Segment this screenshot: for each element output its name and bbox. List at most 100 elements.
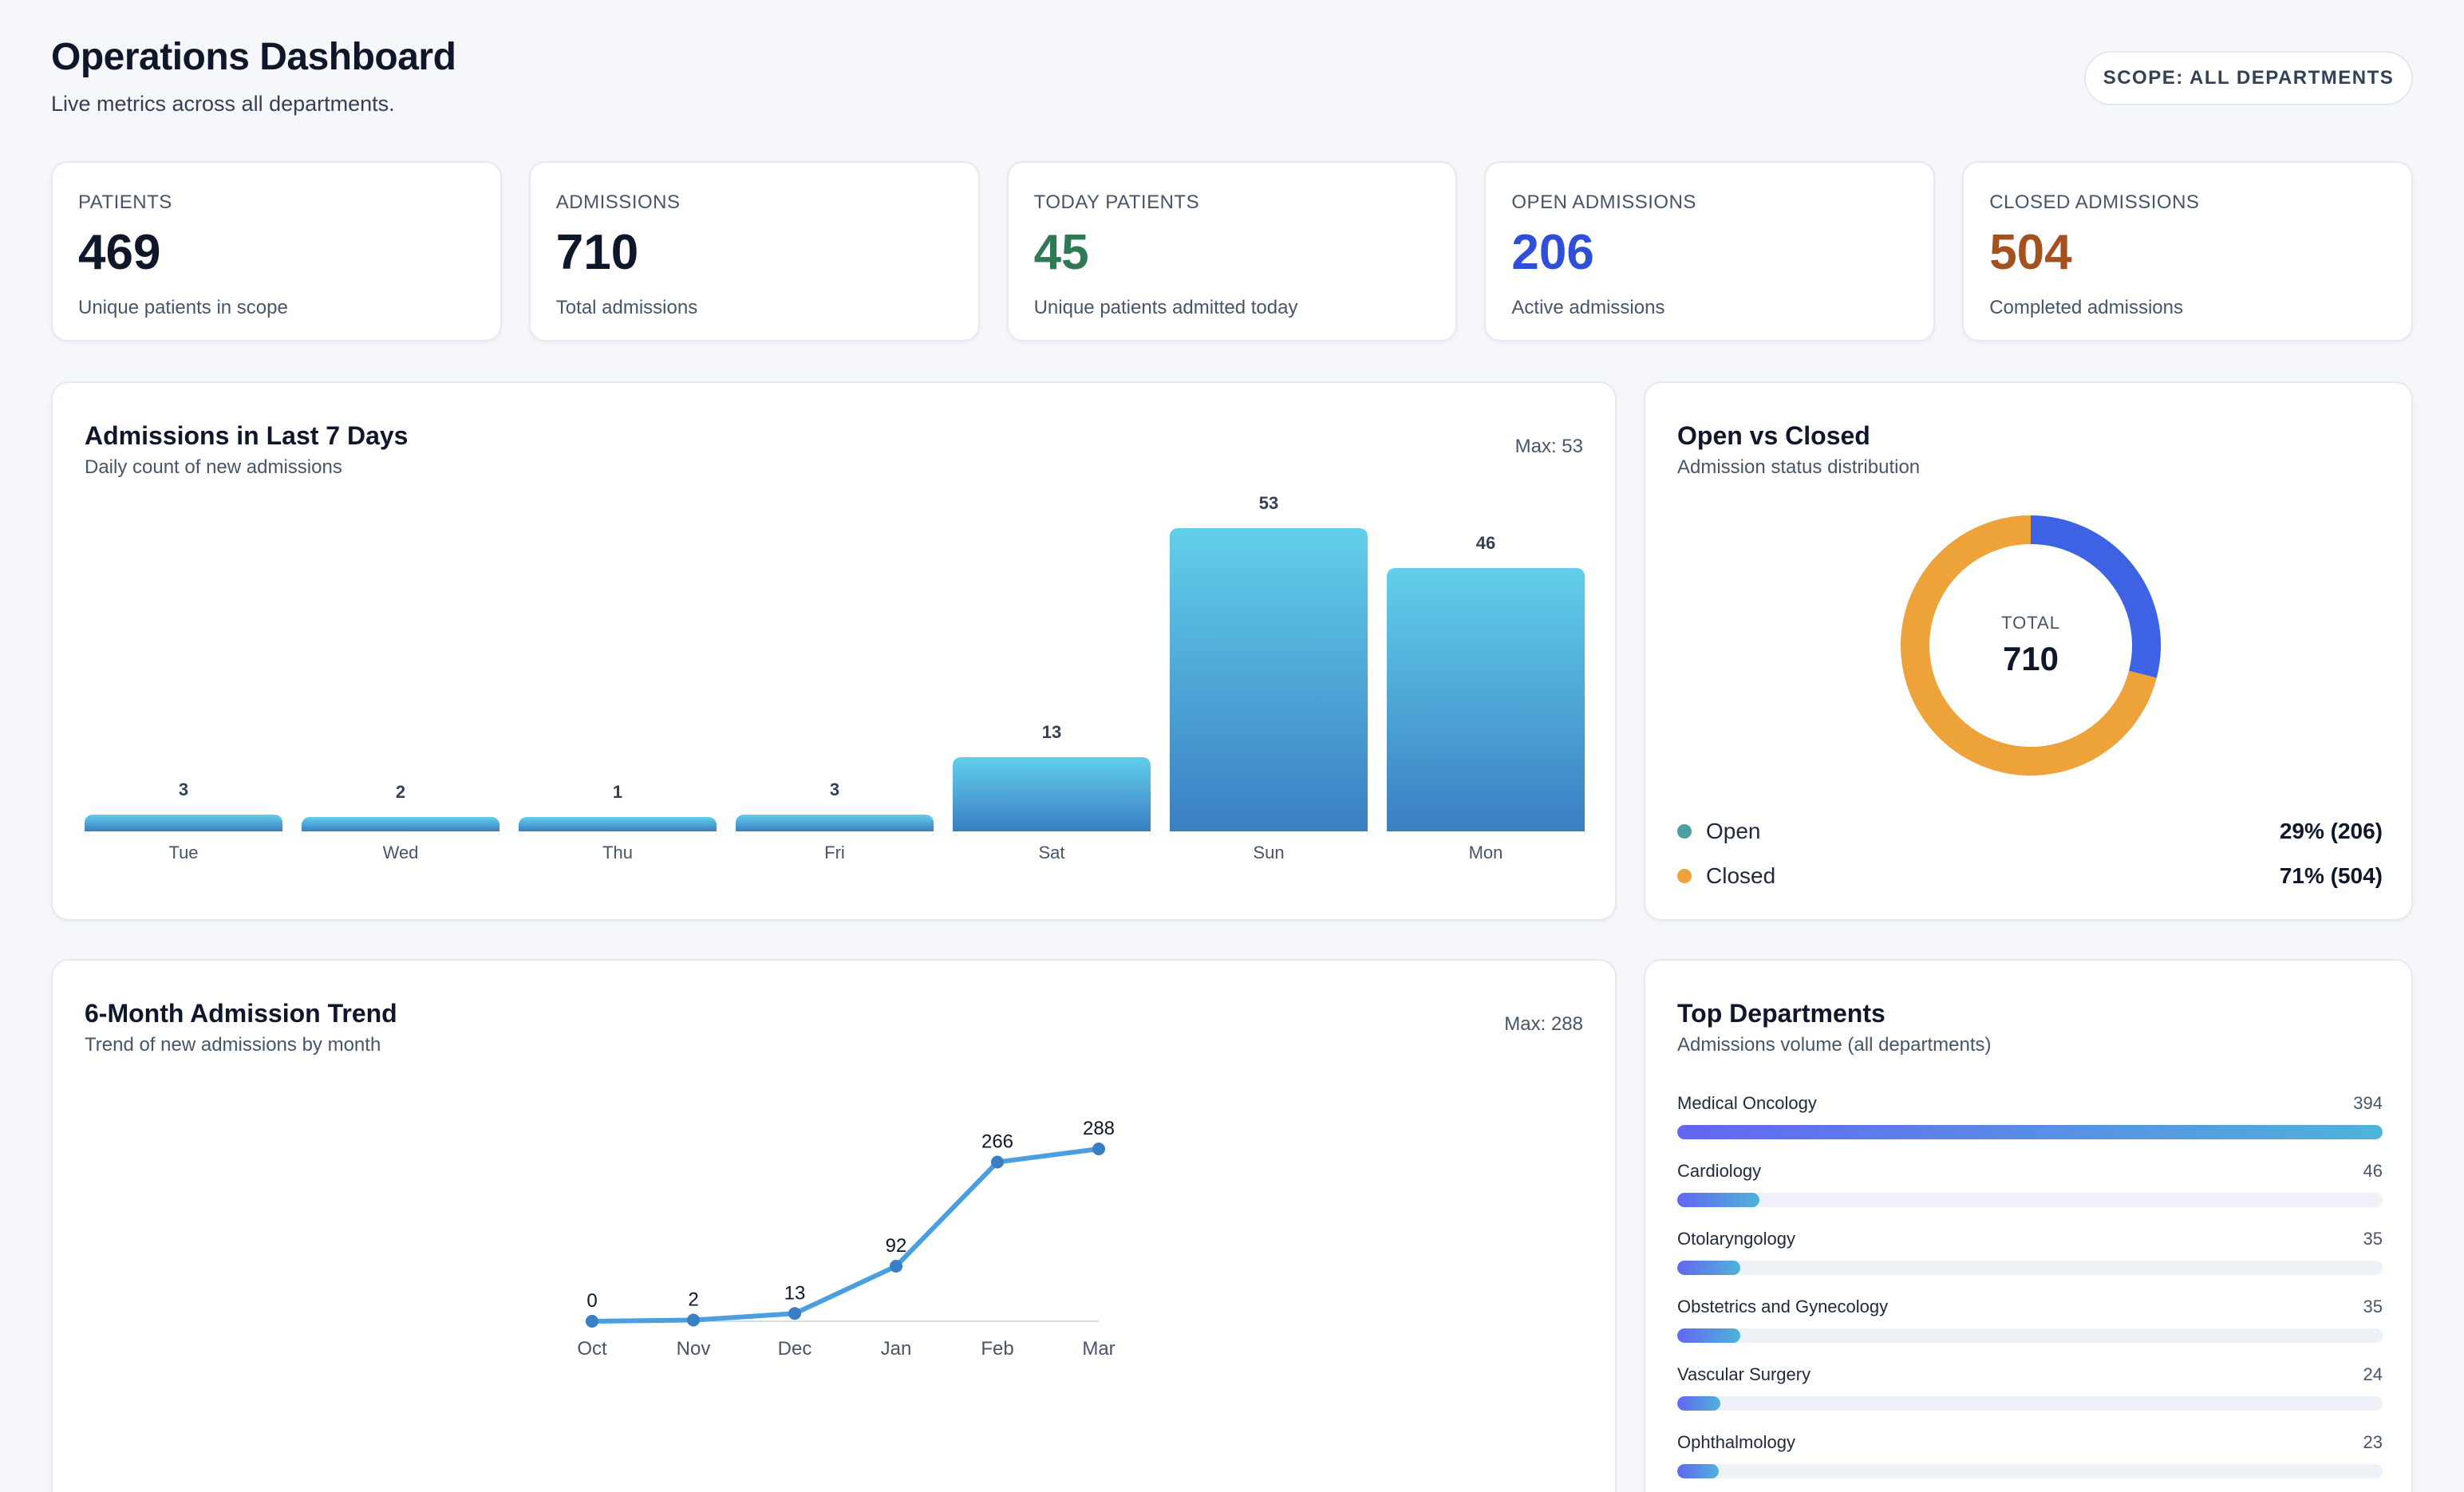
department-bar-fill xyxy=(1677,1261,1740,1275)
legend-open: Open 29% (206) xyxy=(1677,815,2383,847)
panel-subtitle: Admissions volume (all departments) xyxy=(1677,1034,1992,1056)
trend-point xyxy=(687,1313,700,1327)
bar-fri xyxy=(736,814,934,831)
bar-value-label: 1 xyxy=(612,782,623,802)
page-subtitle: Live metrics across all departments. xyxy=(51,92,395,116)
department-bar-fill xyxy=(1677,1328,1740,1343)
legend-value: 29% (206) xyxy=(2279,819,2383,843)
trend-point xyxy=(890,1260,902,1273)
stat-description: Total admissions xyxy=(555,297,698,318)
trend-line xyxy=(590,1147,1101,1324)
scope-button[interactable]: SCOPE: ALL DEPARTMENTS xyxy=(2084,51,2413,105)
stat-value: 206 xyxy=(1511,225,1594,280)
trend-month-label: Mar xyxy=(1082,1338,1115,1360)
legend-dot xyxy=(1677,824,1692,839)
stat-label: ADMISSIONS xyxy=(555,191,681,213)
stat-value: 710 xyxy=(555,225,639,280)
admissions-7d-panel: Admissions in Last 7 Days Daily count of… xyxy=(51,381,1617,921)
stat-label: PATIENTS xyxy=(78,191,172,213)
department-bar-track xyxy=(1677,1125,2383,1139)
page-title: Operations Dashboard xyxy=(51,36,456,78)
trend-month-label: Nov xyxy=(677,1338,711,1360)
panel-title: Top Departments xyxy=(1677,999,1886,1028)
trend-month-label: Feb xyxy=(981,1338,1013,1360)
department-header: Obstetrics and Gynecology 35 xyxy=(1677,1297,2383,1317)
bar-category-label: Wed xyxy=(382,843,419,862)
panel-title: 6-Month Admission Trend xyxy=(85,999,397,1028)
page-header: Operations Dashboard Live metrics across… xyxy=(51,35,456,116)
department-bar-track xyxy=(1677,1261,2383,1275)
legend-closed: Closed 71% (504) xyxy=(1677,860,2383,892)
bar-sun xyxy=(1170,528,1368,831)
stat-description: Active admissions xyxy=(1511,297,1665,318)
trend-month-label: Jan xyxy=(881,1338,912,1360)
stat-description: Unique patients in scope xyxy=(78,297,288,318)
department-header: Medical Oncology 394 xyxy=(1677,1093,2383,1114)
max-label: Max: 288 xyxy=(1504,1013,1583,1035)
bar-category-label: Sun xyxy=(1253,843,1285,862)
department-bar-track xyxy=(1677,1328,2383,1343)
bar-category-label: Thu xyxy=(602,843,633,862)
donut-center: TOTAL 710 xyxy=(1901,515,2161,776)
bar-tue xyxy=(85,814,282,831)
department-name: Obstetrics and Gynecology xyxy=(1677,1297,1889,1316)
bar-chart: 3 Tue 2 Wed 1 Thu 3 Fri 13 Sat 53 Sun 46 Mon xyxy=(85,493,1585,886)
max-label: Max: 53 xyxy=(1514,436,1583,457)
trend-month-label: Dec xyxy=(778,1338,812,1360)
stat-card-admissions: ADMISSIONS 710 Total admissions xyxy=(528,161,980,341)
trend-value-label: 92 xyxy=(886,1235,907,1257)
department-row: Cardiology 46 xyxy=(1677,1161,2383,1229)
department-bar-fill xyxy=(1677,1464,1719,1478)
department-row: Medical Oncology 394 xyxy=(1677,1093,2383,1161)
panel-title: Open vs Closed xyxy=(1677,421,1870,450)
stat-label: CLOSED ADMISSIONS xyxy=(1989,191,2200,213)
department-value: 46 xyxy=(2363,1161,2383,1181)
donut-chart: TOTAL 710 xyxy=(1901,515,2161,776)
panel-subtitle: Trend of new admissions by month xyxy=(85,1034,381,1056)
donut-total-label: TOTAL xyxy=(2001,613,2060,633)
bar-value-label: 46 xyxy=(1475,533,1496,554)
bar-category-label: Tue xyxy=(168,843,199,862)
line-chart: 0 Oct 2 Nov 13 Dec 92 Jan 266 Feb 288 Mar xyxy=(577,1118,1115,1360)
department-value: 35 xyxy=(2363,1297,2383,1316)
department-name: Cardiology xyxy=(1677,1161,1762,1181)
bar-value-label: 13 xyxy=(1041,721,1062,742)
bar-value-label: 2 xyxy=(395,782,406,802)
panel-subtitle: Daily count of new admissions xyxy=(85,456,342,478)
bar-value-label: 3 xyxy=(178,779,189,799)
department-row: Vascular Surgery 24 xyxy=(1677,1364,2383,1432)
department-list: Medical Oncology 394 Cardiology 46 Otolaryng… xyxy=(1677,1093,2383,1492)
department-bar-track xyxy=(1677,1396,2383,1411)
bar-category-label: Fri xyxy=(824,843,845,862)
department-value: 394 xyxy=(2353,1093,2383,1113)
trend-point xyxy=(788,1307,801,1320)
donut-slice-open xyxy=(2030,515,2161,678)
bar-mon xyxy=(1387,568,1585,831)
department-value: 23 xyxy=(2363,1432,2383,1452)
legend-value: 71% (504) xyxy=(2279,863,2383,888)
department-bar-fill xyxy=(1677,1396,1720,1411)
trend-value-label: 2 xyxy=(688,1289,698,1311)
bar-category-label: Mon xyxy=(1468,843,1503,862)
stat-card-patients: PATIENTS 469 Unique patients in scope xyxy=(51,161,502,341)
department-header: Otolaryngology 35 xyxy=(1677,1229,2383,1249)
department-row: Ophthalmology 23 xyxy=(1677,1432,2383,1492)
panel-subtitle: Admission status distribution xyxy=(1677,456,1921,478)
department-name: Ophthalmology xyxy=(1677,1432,1795,1452)
stat-card-today-patients: TODAY PATIENTS 45 Unique patients admitt… xyxy=(1006,161,1458,341)
bar-sat xyxy=(953,756,1151,831)
panel-title: Admissions in Last 7 Days xyxy=(85,421,409,450)
trend-value-label: 13 xyxy=(784,1282,806,1304)
trend-point xyxy=(586,1315,598,1328)
department-header: Cardiology 46 xyxy=(1677,1161,2383,1182)
department-row: Otolaryngology 35 xyxy=(1677,1229,2383,1297)
department-header: Vascular Surgery 24 xyxy=(1677,1364,2383,1385)
department-value: 24 xyxy=(2363,1364,2383,1384)
department-bar-fill xyxy=(1677,1193,1760,1207)
bar-value-label: 3 xyxy=(829,779,840,799)
department-name: Medical Oncology xyxy=(1677,1093,1817,1113)
department-row: Obstetrics and Gynecology 35 xyxy=(1677,1297,2383,1364)
department-bar-fill xyxy=(1677,1125,2383,1139)
stat-label: TODAY PATIENTS xyxy=(1033,191,1200,213)
